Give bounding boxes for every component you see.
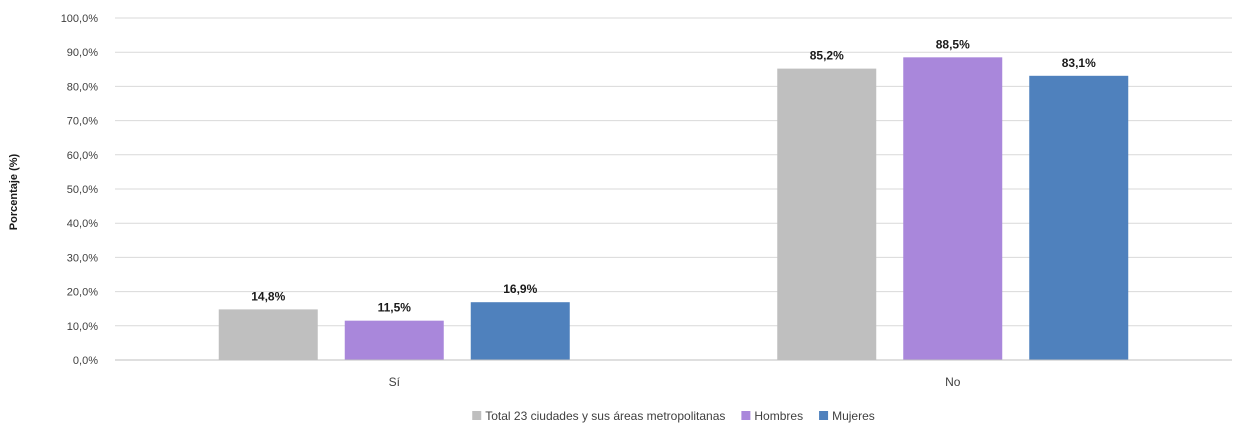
y-tick-label: 0,0% bbox=[73, 355, 98, 367]
category-labels: Sí No bbox=[389, 375, 961, 389]
bar bbox=[1029, 75, 1129, 360]
legend-label: Mujeres bbox=[832, 409, 875, 423]
legend-item: Hombres bbox=[741, 409, 803, 423]
data-label: 85,2% bbox=[810, 49, 844, 63]
y-tick-label: 60,0% bbox=[67, 150, 98, 162]
bars bbox=[218, 57, 1129, 361]
y-tick-label: 70,0% bbox=[67, 116, 98, 128]
y-tick-label: 100,0% bbox=[61, 13, 99, 25]
y-axis-label: Porcentaje (%) bbox=[8, 153, 20, 230]
bar bbox=[470, 302, 570, 360]
legend-swatch bbox=[819, 411, 829, 420]
gridlines bbox=[115, 17, 1232, 327]
y-tick-label: 40,0% bbox=[67, 218, 98, 230]
bar bbox=[777, 68, 877, 360]
category-label: No bbox=[945, 375, 961, 389]
data-label: 11,5% bbox=[378, 301, 412, 315]
legend-label: Total 23 ciudades y sus áreas metropolit… bbox=[485, 409, 725, 423]
bar bbox=[218, 309, 318, 360]
legend-label: Hombres bbox=[754, 409, 803, 423]
y-tick-label: 10,0% bbox=[67, 321, 98, 333]
data-label: 83,1% bbox=[1062, 56, 1096, 70]
legend-swatch bbox=[741, 411, 751, 420]
category-label: Sí bbox=[389, 375, 401, 389]
data-labels: 14,8% 11,5% 16,9% 85,2% 88,5% 83,1% bbox=[251, 37, 1096, 314]
legend-item: Total 23 ciudades y sus áreas metropolit… bbox=[472, 409, 725, 423]
legend-swatch bbox=[472, 411, 482, 420]
bar bbox=[344, 320, 444, 360]
legend: Total 23 ciudades y sus áreas metropolit… bbox=[472, 409, 875, 423]
y-tick-label: 90,0% bbox=[67, 47, 98, 59]
data-label: 88,5% bbox=[936, 37, 970, 51]
y-tick-label: 30,0% bbox=[67, 252, 98, 264]
y-tick-label: 80,0% bbox=[67, 81, 98, 93]
y-tick-label: 50,0% bbox=[67, 184, 98, 196]
y-tick-label: 20,0% bbox=[67, 287, 98, 299]
data-label: 14,8% bbox=[251, 289, 285, 303]
data-label: 16,9% bbox=[503, 282, 537, 296]
legend-item: Mujeres bbox=[819, 409, 875, 423]
bar bbox=[903, 57, 1003, 361]
y-axis-ticks: 0,0% 10,0% 20,0% 30,0% 40,0% 50,0% 60,0% 70,0% 8… bbox=[61, 13, 99, 367]
